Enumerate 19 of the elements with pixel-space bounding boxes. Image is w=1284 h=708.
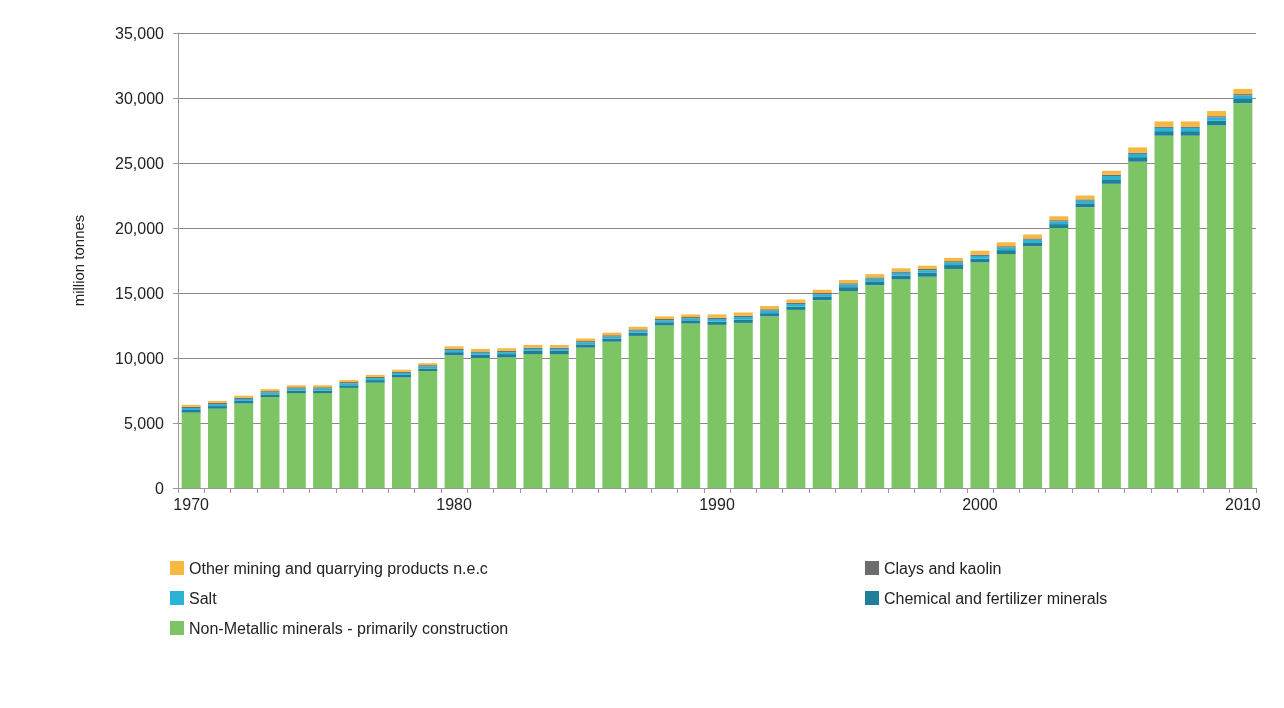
x-tick-label: 2010 <box>1225 495 1261 513</box>
y-tick-label: 5,000 <box>123 414 165 432</box>
legend-label: Clays and kaolin <box>884 559 1002 577</box>
y-tick-label: 15,000 <box>115 284 165 302</box>
y-tick-label: 0 <box>155 479 165 497</box>
y-axis-title: million tonnes <box>70 214 87 307</box>
x-tick-label: 1990 <box>699 495 735 513</box>
y-tick-label: 10,000 <box>115 349 165 367</box>
legend-label: Salt <box>189 589 218 607</box>
y-tick-label: 25,000 <box>115 154 165 172</box>
legend-label: Non-Metallic minerals - primarily construction <box>189 619 509 637</box>
x-tick-label: 2000 <box>962 495 998 513</box>
y-tick-label: 30,000 <box>115 89 165 107</box>
legend-label: Chemical and fertilizer minerals <box>884 589 1108 607</box>
y-tick-label: 20,000 <box>115 219 165 237</box>
legend-label: Other mining and quarrying products n.e.c <box>189 559 488 577</box>
x-tick-label: 1980 <box>436 495 472 513</box>
y-tick-label: 35,000 <box>115 24 165 42</box>
x-tick-label: 1970 <box>173 495 210 513</box>
